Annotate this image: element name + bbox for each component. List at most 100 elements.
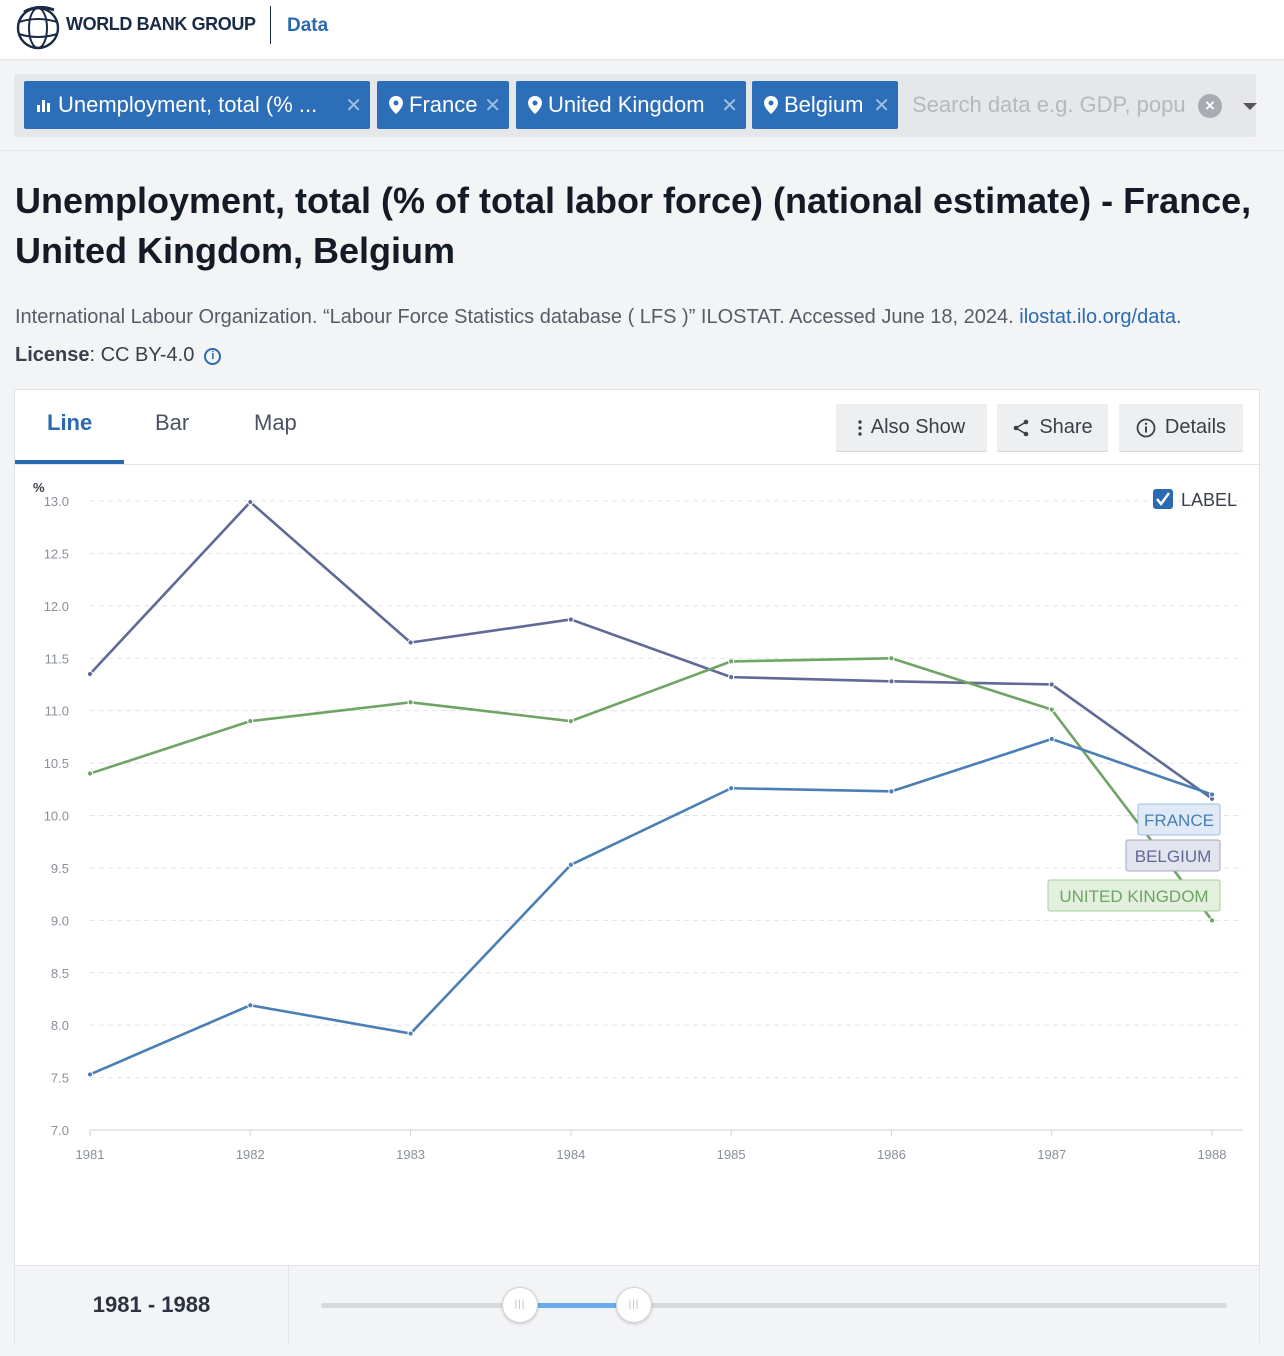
series-line-france xyxy=(89,737,1213,1076)
data-point-united-kingdom xyxy=(567,718,574,725)
chip-indicator[interactable]: Unemployment, total (% ... ✕ xyxy=(24,81,370,129)
slider-handle-start[interactable]: ||| xyxy=(502,1287,538,1323)
x-tick-label: 1988 xyxy=(1198,1147,1227,1162)
x-tick-label: 1984 xyxy=(556,1147,585,1162)
also-show-label: Also Show xyxy=(870,416,966,438)
chip-belgium[interactable]: Belgium ✕ xyxy=(752,81,898,129)
dropdown-caret-icon[interactable] xyxy=(1243,103,1257,110)
also-show-button[interactable]: Also Show xyxy=(836,404,987,451)
data-point-france xyxy=(728,785,735,792)
y-tick-label: 12.0 xyxy=(44,599,69,614)
tab-line[interactable]: Line xyxy=(47,410,93,435)
chip-france[interactable]: France ✕ xyxy=(377,81,509,129)
chip-remove-icon[interactable]: ✕ xyxy=(721,95,738,117)
top-bar: WORLD BANK GROUP Data xyxy=(0,0,1284,60)
y-tick-label: 9.0 xyxy=(51,913,69,928)
y-tick-label: 10.0 xyxy=(44,809,69,824)
data-point-france xyxy=(888,788,895,795)
tab-map[interactable]: Map xyxy=(254,410,297,435)
data-point-belgium xyxy=(407,639,414,646)
data-point-belgium xyxy=(247,498,254,506)
series-label-united-kingdom: UNITED KINGDOM xyxy=(1059,887,1208,906)
details-label: Details xyxy=(1164,416,1227,438)
share-button[interactable]: Share xyxy=(997,404,1108,451)
kebab-menu-icon xyxy=(858,419,862,436)
data-point-france xyxy=(407,1030,414,1037)
y-tick-label: 11.5 xyxy=(45,651,69,666)
brand-name[interactable]: WORLD BANK GROUP xyxy=(66,14,256,34)
y-tick-label: 11.0 xyxy=(45,704,69,719)
data-point-france xyxy=(86,1071,94,1078)
series-label-box-united-kingdom xyxy=(1047,879,1221,912)
series-label-box-france xyxy=(1137,803,1221,836)
chip-label: Belgium xyxy=(784,92,864,117)
tab-bar[interactable]: Bar xyxy=(155,410,190,435)
data-point-france xyxy=(247,1002,254,1009)
data-point-france xyxy=(567,861,574,868)
data-point-united-kingdom xyxy=(728,658,735,665)
chart-tabs: Line Bar Map Also Show Share Details xyxy=(15,390,1259,465)
license-line: License: CC BY-4.0 i xyxy=(15,344,222,367)
checkmark-icon xyxy=(1156,492,1170,506)
line-chart: %13.0 12.5 12.0 11.5 11.0 10.5 10.0 9.5 9.0 8.5 8.… xyxy=(33,480,1243,1162)
info-icon[interactable]: i xyxy=(204,348,222,365)
share-label: Share xyxy=(1039,416,1093,438)
bar-chart-icon xyxy=(37,100,50,112)
brand-divider xyxy=(270,6,271,44)
chip-remove-icon[interactable]: ✕ xyxy=(345,95,362,117)
location-pin-icon xyxy=(389,96,403,114)
series-label-belgium: BELGIUM xyxy=(1135,847,1212,866)
license-label: License xyxy=(15,344,90,366)
data-point-belgium xyxy=(567,616,574,623)
source-citation: International Labour Organization. “Labo… xyxy=(15,306,1182,329)
y-tick-label: 7.5 xyxy=(51,1071,69,1086)
y-tick-label: 9.5 xyxy=(51,861,69,876)
clear-search-icon[interactable]: × xyxy=(1198,94,1222,118)
data-point-united-kingdom xyxy=(1048,706,1055,713)
chart-card: Line Bar Map Also Show Share Details % 13… xyxy=(14,389,1260,1344)
search-band: Unemployment, total (% ... ✕ France ✕ Un… xyxy=(0,61,1284,151)
data-point-united-kingdom xyxy=(247,718,254,725)
data-point-united-kingdom xyxy=(407,699,414,706)
data-point-belgium xyxy=(888,678,895,685)
world-bank-logo-icon[interactable] xyxy=(14,2,62,50)
source-link[interactable]: ilostat.ilo.org/data. xyxy=(1019,306,1182,328)
y-tick-label: 7.0 xyxy=(51,1123,69,1138)
chip-label: France xyxy=(409,92,478,117)
time-range-slider: 1981 - 1988 ||| ||| xyxy=(15,1265,1259,1344)
y-tick-label: 12.5 xyxy=(44,546,69,561)
chip-remove-icon[interactable]: ✕ xyxy=(484,95,501,117)
data-point-united-kingdom xyxy=(1208,917,1216,924)
x-tick-label: 1982 xyxy=(236,1147,265,1162)
label-toggle-text: LABEL xyxy=(1181,490,1237,510)
x-tick-label: 1981 xyxy=(76,1147,105,1162)
chip-label: United Kingdom xyxy=(548,92,705,117)
details-button[interactable]: Details xyxy=(1119,404,1243,451)
data-point-belgium xyxy=(1048,681,1055,688)
y-axis-unit-label: % xyxy=(33,480,45,495)
y-tick-label: 8.0 xyxy=(51,1018,69,1033)
license-value: : CC BY-4.0 xyxy=(89,344,195,366)
label-checkbox[interactable] xyxy=(1153,489,1173,509)
x-tick-label: 1983 xyxy=(396,1147,425,1162)
series-label-france: FRANCE xyxy=(1144,811,1214,830)
section-link-data[interactable]: Data xyxy=(287,15,329,36)
slider-track[interactable] xyxy=(321,1303,1227,1308)
search-input[interactable]: Search data e.g. GDP, population xyxy=(912,92,1186,117)
y-tick-label: 10.5 xyxy=(44,756,69,771)
chip-remove-icon[interactable]: ✕ xyxy=(873,95,890,117)
slider-handle-end[interactable]: ||| xyxy=(616,1287,652,1323)
y-tick-label: 13.0 xyxy=(44,494,69,509)
x-tick-label: 1985 xyxy=(717,1147,746,1162)
chip-united-kingdom[interactable]: United Kingdom ✕ xyxy=(516,81,746,129)
x-tick-label: 1986 xyxy=(877,1147,906,1162)
data-point-france xyxy=(1048,735,1055,743)
chip-label: Unemployment, total (% ... xyxy=(58,92,318,117)
active-tab-indicator xyxy=(15,460,124,464)
series-label-box-belgium xyxy=(1125,839,1221,872)
info-circle-icon xyxy=(1136,418,1156,437)
data-point-united-kingdom xyxy=(888,655,895,662)
search-box[interactable]: Unemployment, total (% ... ✕ France ✕ Un… xyxy=(14,74,1257,137)
x-tick-label: 1987 xyxy=(1037,1147,1066,1162)
series-line-belgium xyxy=(89,500,1213,800)
